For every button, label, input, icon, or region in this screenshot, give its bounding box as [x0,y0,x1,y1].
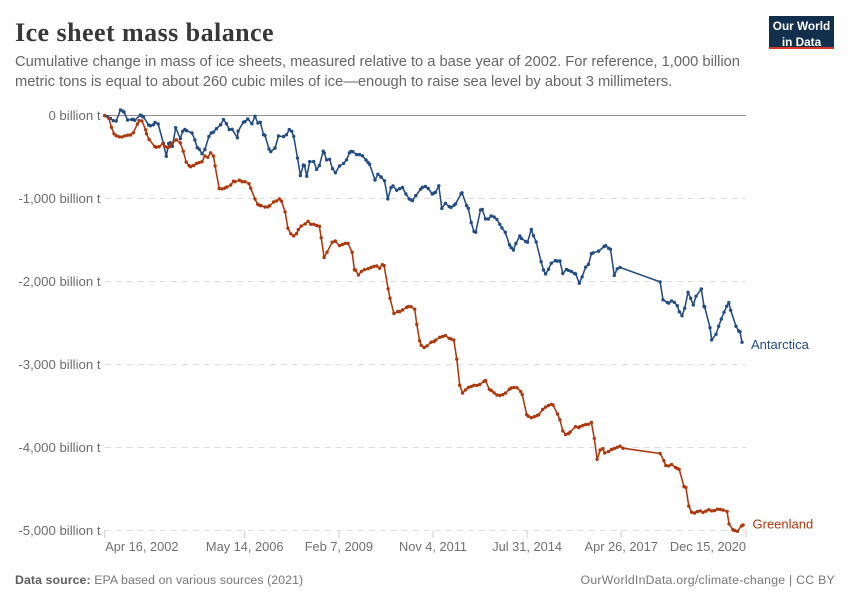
svg-text:-5,000 billion t: -5,000 billion t [18,523,100,538]
svg-text:Greenland: Greenland [753,517,814,532]
svg-text:-3,000 billion t: -3,000 billion t [18,357,100,372]
svg-text:0 billion t: 0 billion t [48,108,100,123]
svg-text:Jul 31, 2014: Jul 31, 2014 [492,539,562,554]
svg-text:Feb 7, 2009: Feb 7, 2009 [305,539,373,554]
svg-text:Nov 4, 2011: Nov 4, 2011 [399,539,467,554]
svg-text:Apr 26, 2017: Apr 26, 2017 [585,539,658,554]
svg-text:Apr 16, 2002: Apr 16, 2002 [105,539,178,554]
svg-text:May 14, 2006: May 14, 2006 [206,539,284,554]
svg-text:-1,000 billion t: -1,000 billion t [18,191,100,206]
svg-text:Antarctica: Antarctica [751,337,810,352]
svg-text:-2,000 billion t: -2,000 billion t [18,274,100,289]
svg-text:-4,000 billion t: -4,000 billion t [18,440,100,455]
svg-text:Dec 15, 2020: Dec 15, 2020 [670,539,746,554]
